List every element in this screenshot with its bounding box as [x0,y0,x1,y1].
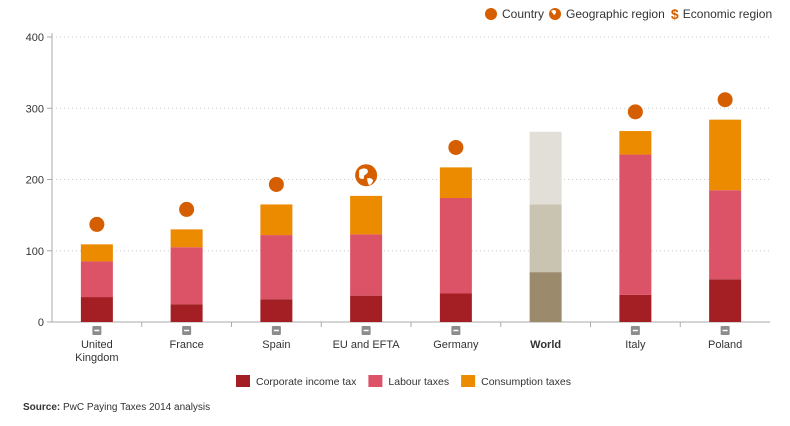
bar-labour [529,204,562,273]
legend-swatch-consumption [461,375,476,387]
bar-corporate [260,299,293,322]
bar-labour [709,190,742,280]
x-category-label: Germany [433,339,479,351]
y-tick-label: 100 [26,246,44,258]
legend-label: Labour taxes [388,376,449,388]
legend-label: Corporate income tax [256,376,357,388]
x-category-label: Poland [708,339,742,351]
x-category-label: Kingdom [75,352,118,364]
bar-consumption [529,131,562,205]
bar-corporate [619,294,652,322]
source-label: Source: [23,402,61,413]
country-marker-dot [268,176,284,192]
legend-swatch-labour [368,375,383,387]
bar-corporate [80,297,113,322]
globe-marker-circle [355,164,378,187]
marker-legend: Country Geographic region $ Economic region [485,6,772,22]
bar-consumption [439,167,472,199]
marker-legend-label: Geographic region [566,7,665,21]
bar-labour [350,234,383,296]
globe-marker-icon [355,164,378,187]
collapse-toggle-button[interactable] [182,326,192,335]
bar-corporate [170,304,203,322]
y-tick-label: 200 [26,175,44,187]
x-category-label: United [81,339,113,351]
bar-labour [439,198,472,294]
marker-legend-label: Country [502,7,544,21]
dollar-icon: $ [671,6,679,22]
country-marker-dot [89,216,105,232]
collapse-toggle-button[interactable] [451,326,461,335]
bar-consumption [170,229,203,248]
bar-corporate [350,295,383,322]
bar-consumption [350,195,383,235]
bar-labour [260,235,293,300]
collapse-toggle-button[interactable] [361,326,371,335]
y-tick-label: 400 [26,32,44,44]
collapse-toggle-button[interactable] [630,326,640,335]
country-legend-dot-icon [485,8,497,20]
x-category-label: EU and EFTA [333,339,401,351]
country-marker-dot [179,201,195,217]
bar-labour [170,247,203,305]
globe-land-shape [551,10,557,15]
y-tick-label: 0 [38,317,44,329]
bar-consumption [619,131,652,155]
globe-land-shape [367,177,374,186]
collapse-toggle-button[interactable] [92,326,102,335]
x-category-label: Spain [262,339,290,351]
country-marker-dot [717,92,733,108]
bar-corporate [529,272,562,322]
bar-corporate [439,293,472,322]
collapse-toggle-button[interactable] [720,326,730,335]
bar-consumption [260,204,293,236]
x-category-label: World [530,339,561,351]
bar-labour [619,154,652,295]
country-marker-dot [448,139,464,155]
series-legend: Corporate income tax Labour taxes Consumpt… [236,375,571,388]
bar-labour [80,261,113,298]
bar-consumption [80,244,113,262]
x-category-label: France [170,339,204,351]
legend-swatch-corporate [236,375,250,387]
collapse-toggle-button[interactable] [271,326,281,335]
legend-label: Consumption taxes [481,376,571,388]
source-text: PwC Paying Taxes 2014 analysis [63,402,211,413]
y-tick-label: 300 [26,103,44,115]
marker-legend-label: Economic region [683,7,772,21]
source-note: Source: PwC Paying Taxes 2014 analysis [23,402,210,413]
globe-land-shape [359,168,368,180]
country-marker-dot [627,104,643,120]
bar-consumption [709,119,742,191]
x-category-label: Italy [625,339,646,351]
bar-corporate [709,279,742,322]
